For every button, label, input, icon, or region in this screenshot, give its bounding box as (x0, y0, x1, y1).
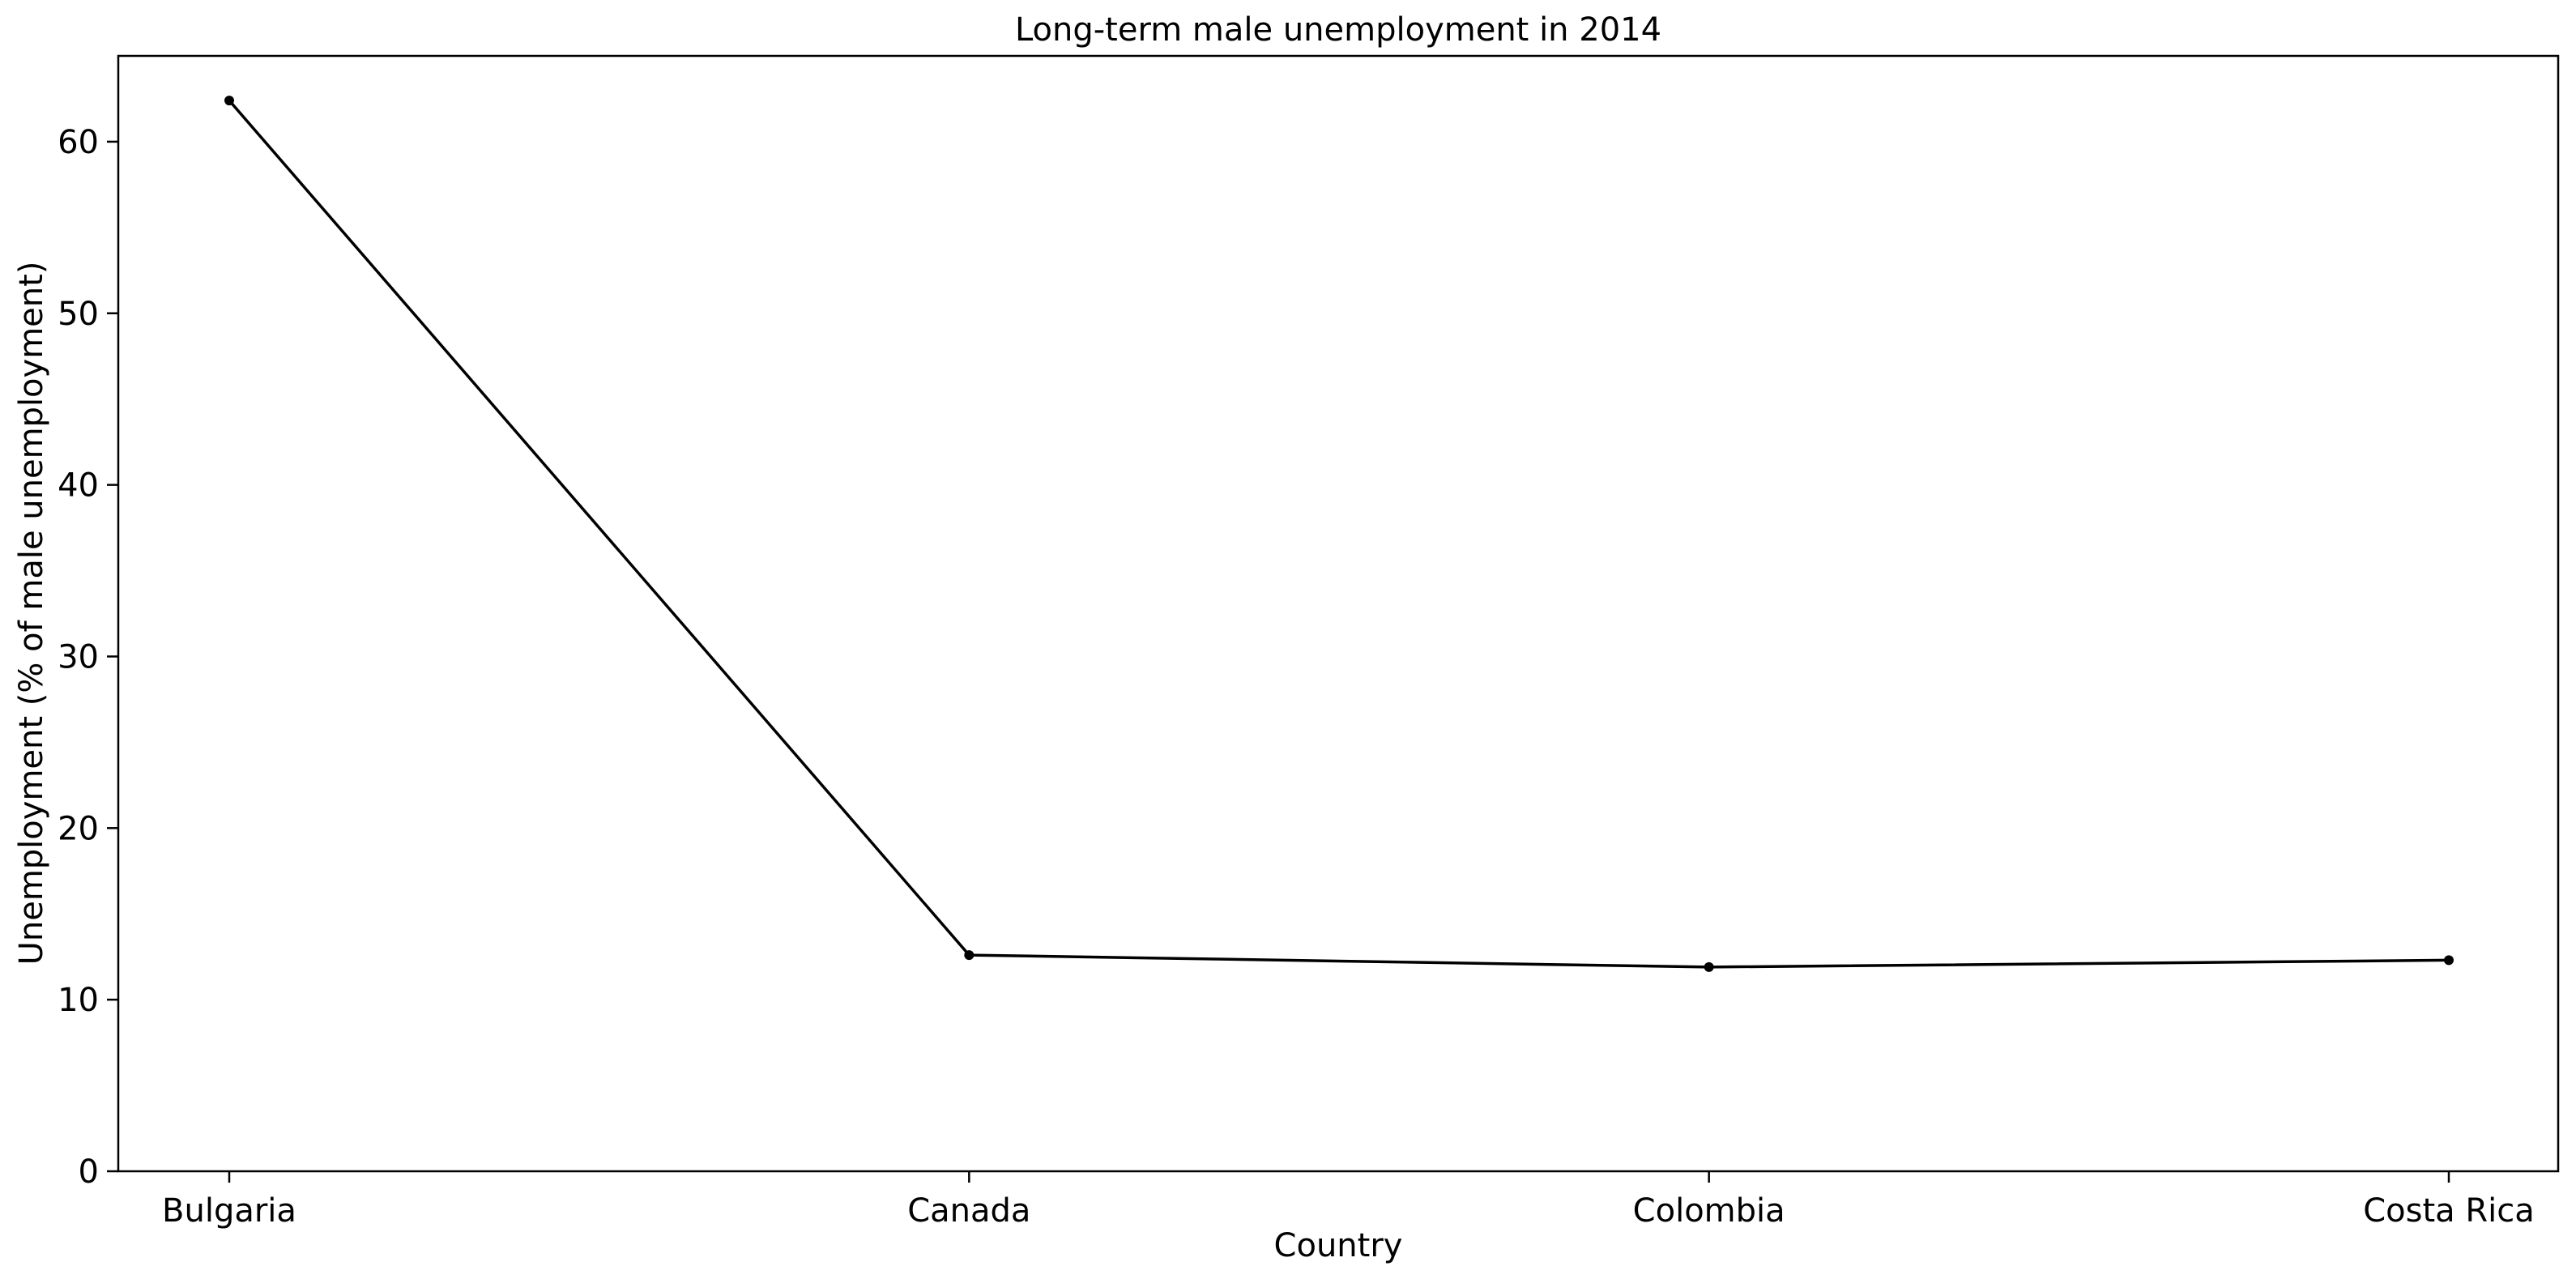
y-tick-label: 30 (58, 638, 99, 676)
series-group (224, 96, 2454, 972)
x-tick-label: Costa Rica (2363, 1192, 2535, 1230)
y-tick-label: 40 (58, 467, 99, 505)
x-tick-label: Bulgaria (162, 1192, 296, 1230)
y-axis: 0 10 20 30 40 50 60 (58, 124, 118, 1191)
x-axis-label: Country (1274, 1227, 1403, 1264)
plot-area (117, 54, 2560, 1173)
y-tick-label: 10 (58, 982, 99, 1019)
series-line (228, 99, 2450, 969)
data-point (964, 950, 975, 961)
data-point (1704, 961, 1714, 972)
y-tick-label: 20 (58, 810, 99, 847)
y-tick-label: 0 (79, 1153, 99, 1191)
x-tick-label: Canada (907, 1192, 1030, 1230)
y-tick-label: 60 (58, 124, 99, 161)
data-point (224, 96, 234, 106)
x-tick-label: Colombia (1633, 1192, 1785, 1230)
x-axis: Bulgaria Canada Colombia Costa Rica (162, 1171, 2535, 1230)
y-tick-label: 50 (58, 296, 99, 333)
y-axis-label: Unemployment (% of male unemployment) (13, 262, 50, 966)
chart-title: Long-term male unemployment in 2014 (1015, 11, 1661, 49)
data-point (2444, 955, 2454, 966)
